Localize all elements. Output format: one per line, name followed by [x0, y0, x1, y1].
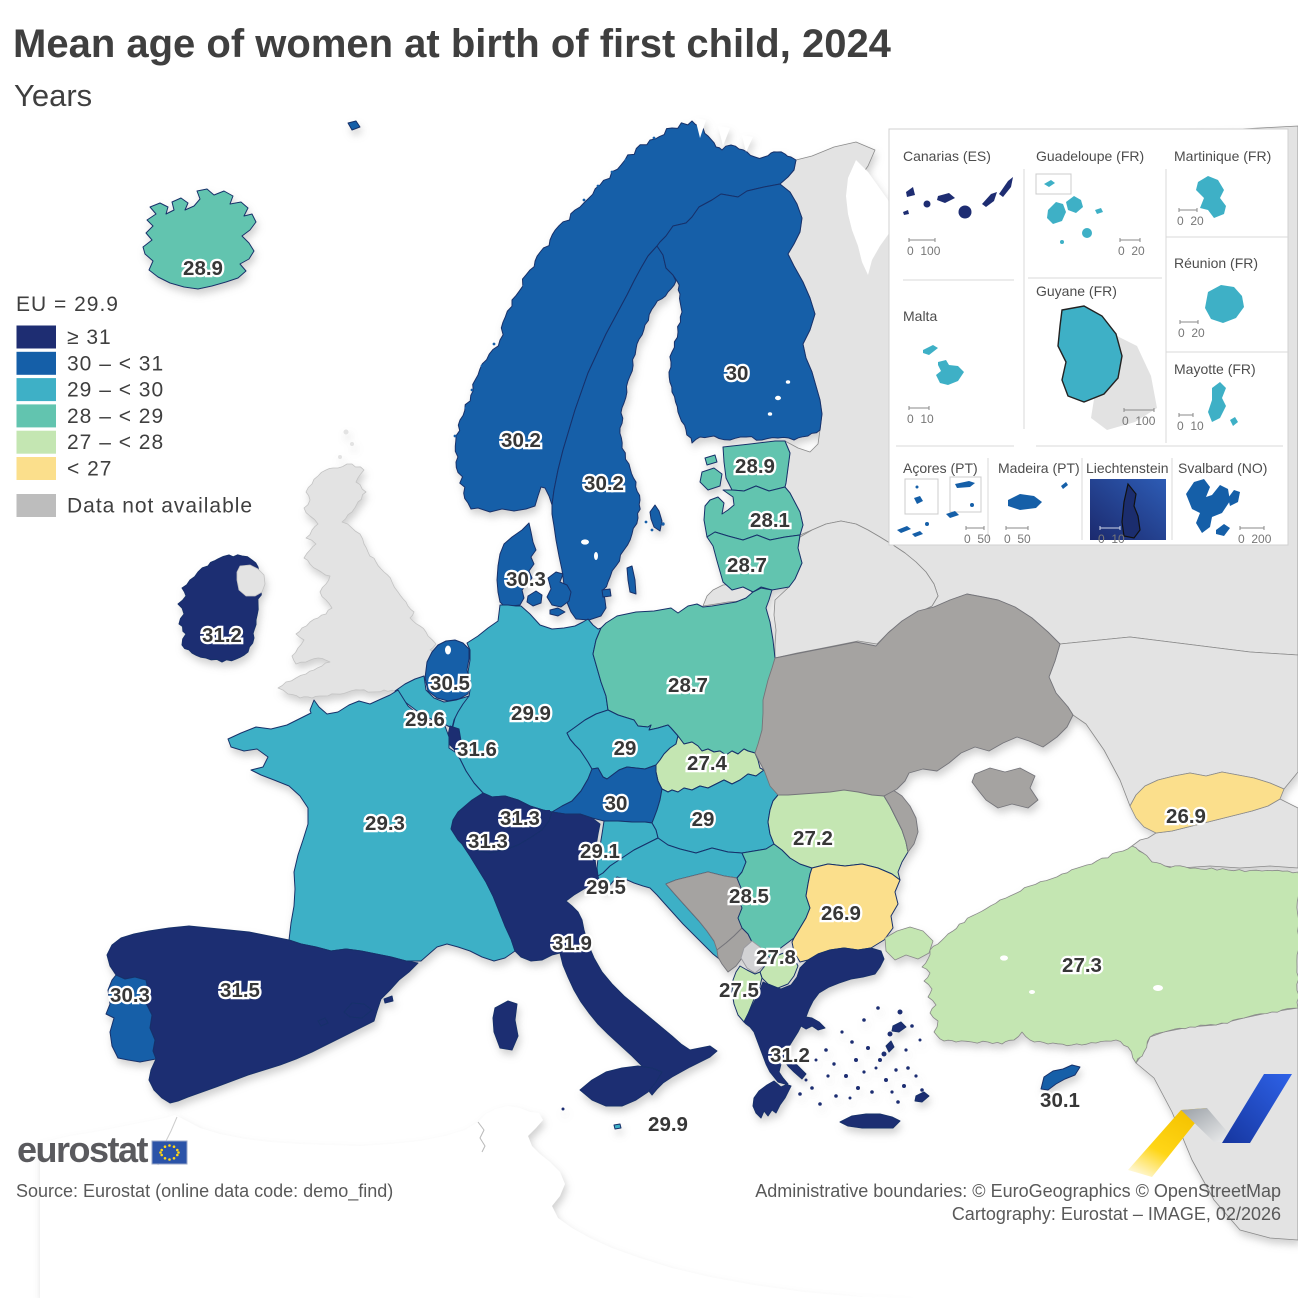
svg-text:Mayotte (FR): Mayotte (FR) — [1174, 361, 1256, 377]
svg-text:31.6: 31.6 — [457, 738, 497, 761]
svg-text:27.4: 27.4 — [687, 752, 727, 775]
svg-text:0 10: 0 10 — [907, 412, 934, 426]
svg-text:31.5: 31.5 — [220, 979, 260, 1002]
svg-text:31.2: 31.2 — [770, 1044, 810, 1067]
svg-text:28 – < 29: 28 – < 29 — [67, 405, 164, 428]
svg-text:Administrative boundaries: © E: Administrative boundaries: © EuroGeograp… — [755, 1181, 1281, 1201]
svg-text:29: 29 — [692, 808, 715, 831]
svg-text:27 – < 28: 27 – < 28 — [67, 431, 164, 454]
svg-text:Réunion (FR): Réunion (FR) — [1174, 255, 1258, 271]
svg-text:31.2: 31.2 — [202, 624, 242, 647]
svg-text:0 100: 0 100 — [1122, 414, 1156, 428]
svg-text:28.5: 28.5 — [729, 885, 769, 908]
svg-text:31.3: 31.3 — [468, 830, 508, 853]
svg-text:29.1: 29.1 — [580, 840, 620, 863]
svg-text:26.9: 26.9 — [821, 902, 861, 925]
svg-text:30.3: 30.3 — [506, 568, 546, 591]
svg-text:Svalbard (NO): Svalbard (NO) — [1178, 460, 1267, 476]
svg-text:0 20: 0 20 — [1178, 326, 1205, 340]
svg-text:0 200: 0 200 — [1238, 532, 1272, 546]
svg-text:Years: Years — [14, 78, 92, 113]
svg-text:EU = 29.9: EU = 29.9 — [16, 293, 119, 316]
svg-text:Martinique (FR): Martinique (FR) — [1174, 148, 1271, 164]
svg-text:0 100: 0 100 — [907, 244, 941, 258]
svg-text:Canarias (ES): Canarias (ES) — [903, 148, 991, 164]
svg-text:30.1: 30.1 — [1040, 1089, 1080, 1112]
svg-text:Data not available: Data not available — [67, 495, 253, 518]
svg-text:Liechtenstein: Liechtenstein — [1086, 460, 1169, 476]
svg-text:0 10: 0 10 — [1177, 419, 1204, 433]
svg-text:29 – < 30: 29 – < 30 — [67, 379, 164, 402]
svg-text:eurostat: eurostat — [17, 1129, 149, 1170]
svg-text:29: 29 — [614, 737, 637, 760]
svg-text:Guadeloupe (FR): Guadeloupe (FR) — [1036, 148, 1144, 164]
svg-text:0 20: 0 20 — [1118, 244, 1145, 258]
svg-text:31.9: 31.9 — [552, 932, 592, 955]
svg-text:0 20: 0 20 — [1177, 214, 1204, 228]
svg-text:0 10: 0 10 — [1098, 532, 1125, 546]
svg-text:Source: Eurostat (online data: Source: Eurostat (online data code: demo… — [16, 1181, 393, 1202]
svg-text:Açores (PT): Açores (PT) — [903, 460, 978, 476]
svg-text:29.3: 29.3 — [365, 812, 405, 835]
svg-text:30: 30 — [726, 362, 749, 385]
svg-text:26.9: 26.9 — [1166, 805, 1206, 828]
svg-text:27.5: 27.5 — [719, 979, 759, 1002]
svg-text:Malta: Malta — [903, 308, 937, 324]
svg-text:28.9: 28.9 — [183, 257, 223, 280]
svg-text:30 – < 31: 30 – < 31 — [67, 352, 164, 375]
svg-text:29.6: 29.6 — [405, 708, 445, 731]
svg-text:0 50: 0 50 — [1004, 532, 1031, 546]
svg-text:Guyane (FR): Guyane (FR) — [1036, 283, 1117, 299]
svg-text:30.2: 30.2 — [501, 429, 541, 452]
svg-text:31.3: 31.3 — [500, 807, 540, 830]
svg-text:27.2: 27.2 — [793, 827, 833, 850]
svg-text:30.5: 30.5 — [430, 672, 470, 695]
svg-text:30.2: 30.2 — [584, 472, 624, 495]
svg-text:30.3: 30.3 — [110, 984, 150, 1007]
svg-text:Madeira (PT): Madeira (PT) — [998, 460, 1080, 476]
svg-text:27.8: 27.8 — [756, 946, 796, 969]
svg-text:28.1: 28.1 — [750, 509, 790, 532]
svg-text:< 27: < 27 — [67, 458, 112, 481]
svg-text:30: 30 — [605, 792, 628, 815]
svg-text:29.5: 29.5 — [586, 876, 626, 899]
svg-text:Cartography: Eurostat – IMAGE,: Cartography: Eurostat – IMAGE, 02/2026 — [952, 1204, 1281, 1224]
svg-text:28.7: 28.7 — [668, 674, 708, 697]
svg-text:29.9: 29.9 — [648, 1113, 688, 1136]
svg-text:27.3: 27.3 — [1062, 954, 1102, 977]
svg-text:≥ 31: ≥ 31 — [67, 326, 112, 349]
svg-text:0 50: 0 50 — [964, 532, 991, 546]
svg-text:Mean age of women at birth of: Mean age of women at birth of first chil… — [13, 22, 892, 66]
svg-text:28.7: 28.7 — [727, 554, 767, 577]
svg-text:29.9: 29.9 — [511, 702, 551, 725]
svg-text:28.9: 28.9 — [735, 455, 775, 478]
